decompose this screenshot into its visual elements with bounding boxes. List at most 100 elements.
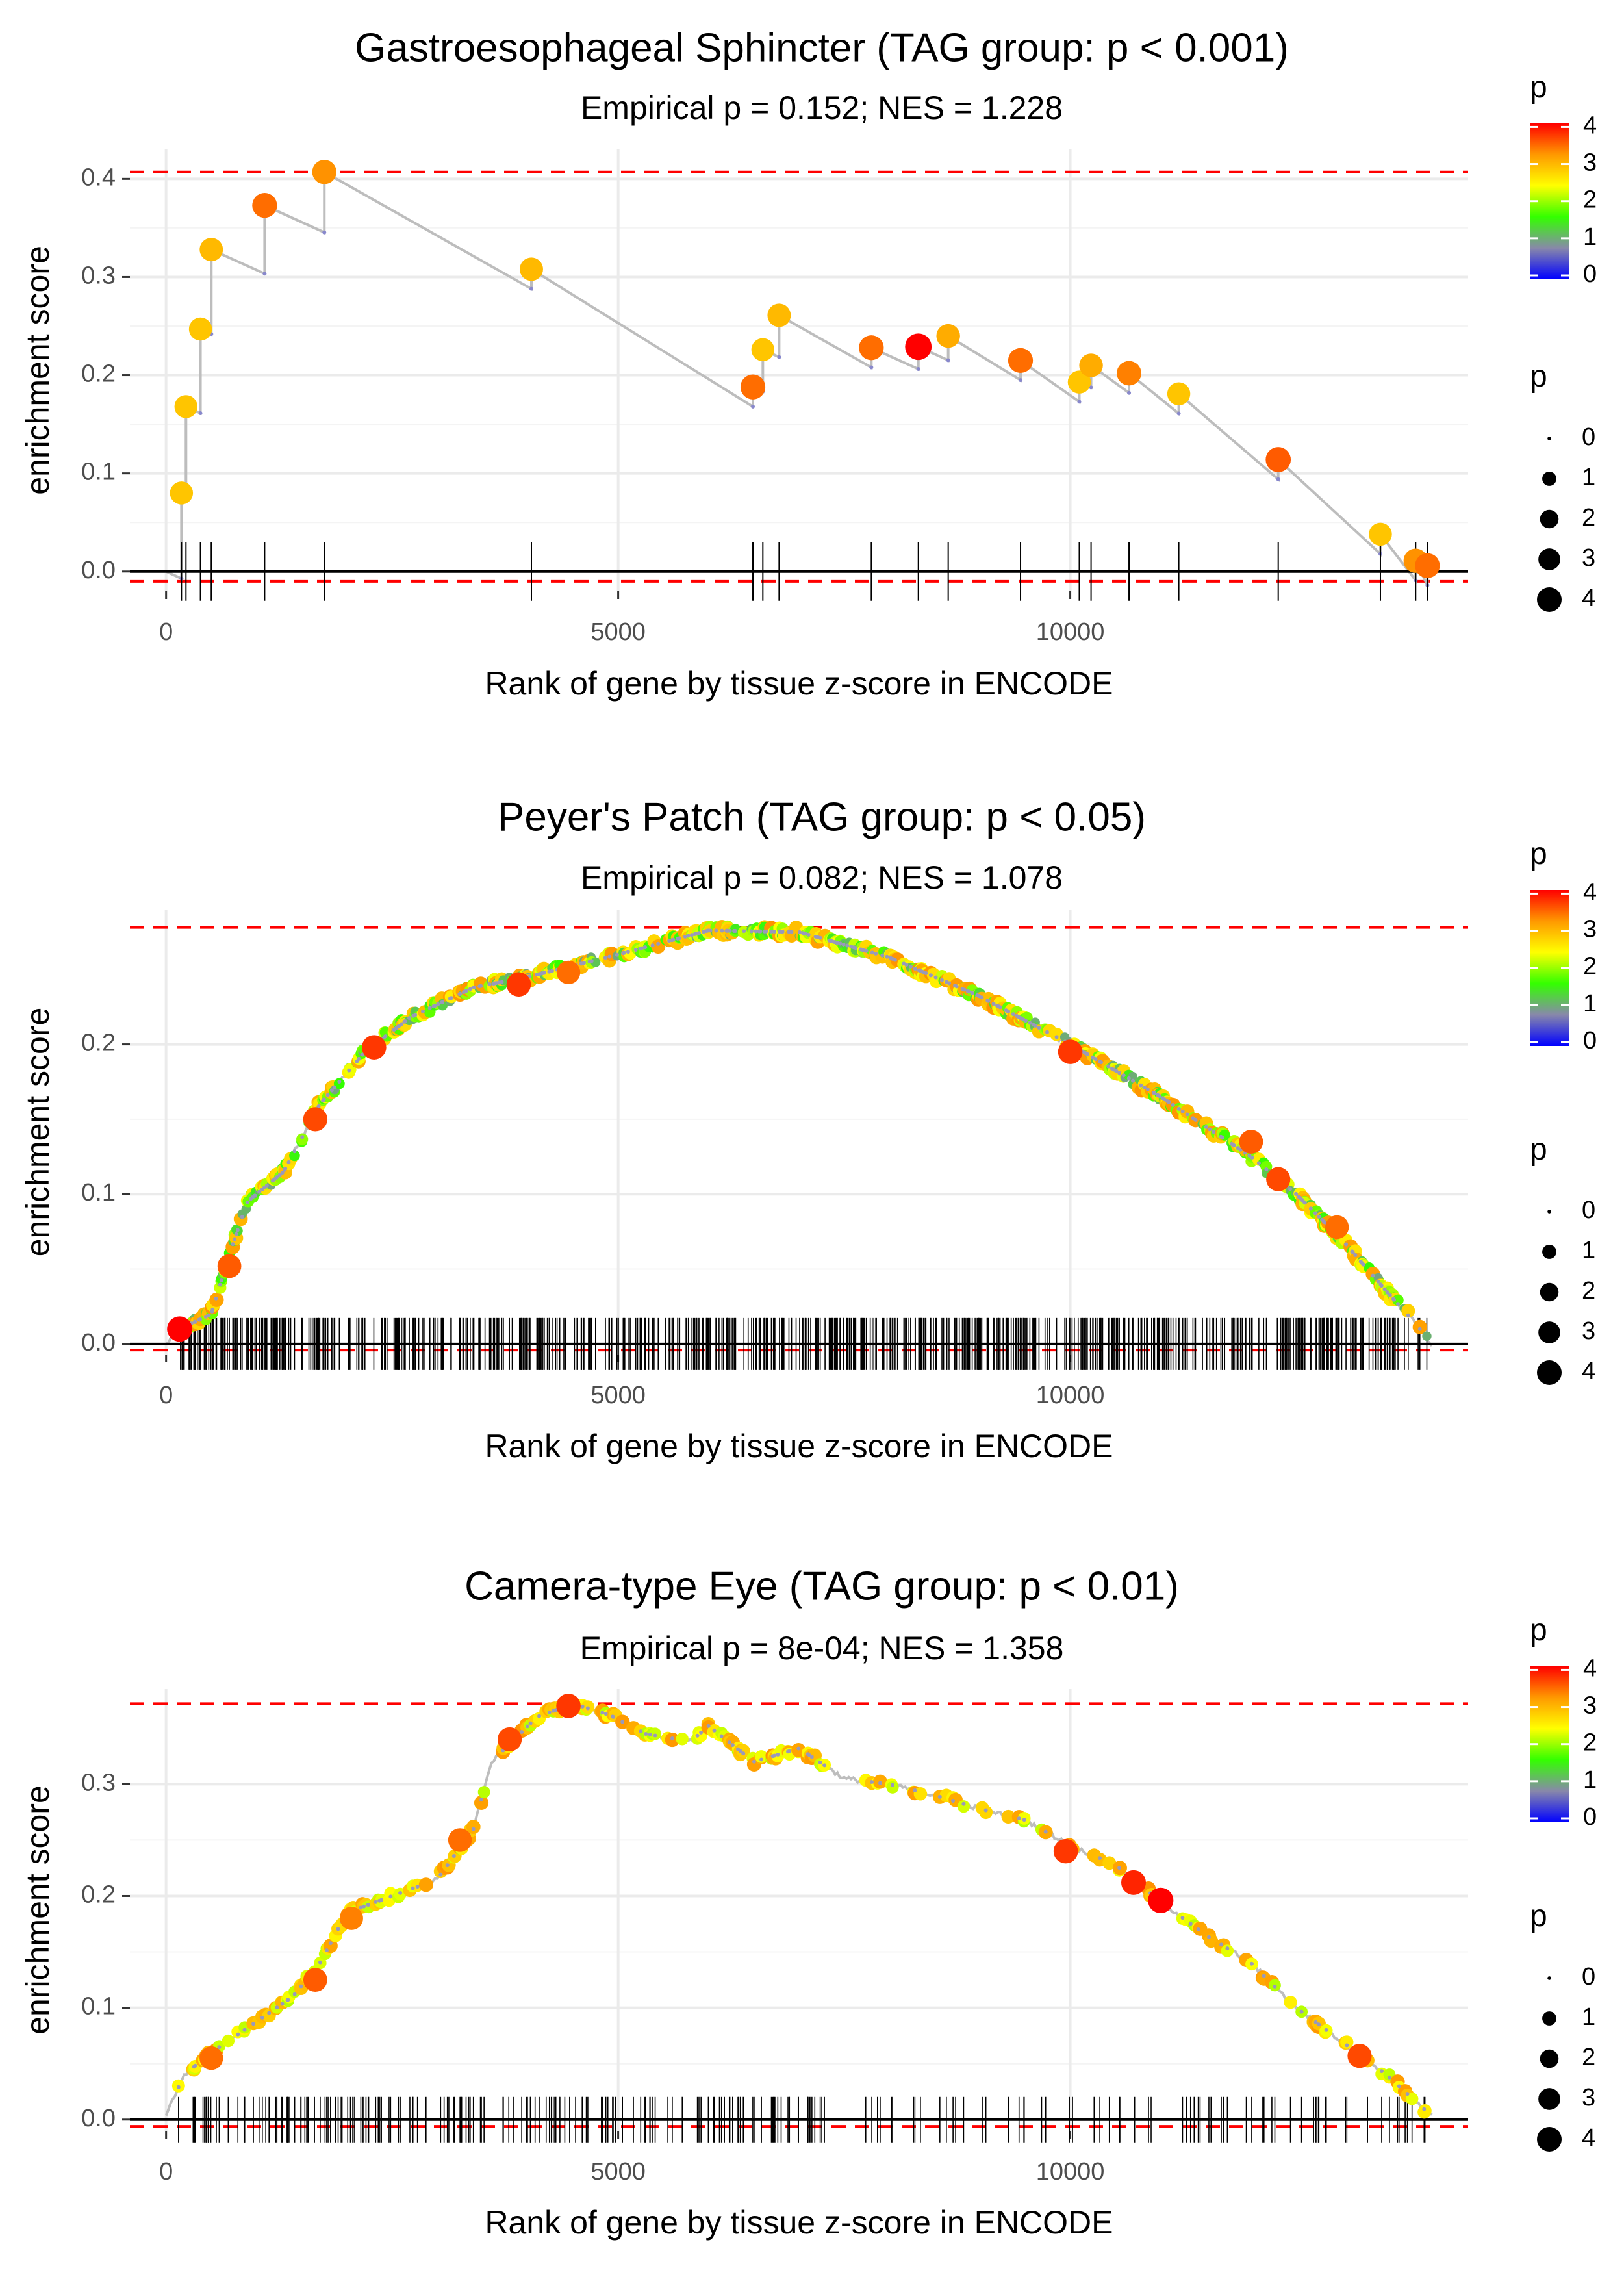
drop-point [622, 950, 626, 955]
drop-point [464, 989, 468, 993]
drop-point [219, 1278, 223, 1283]
drop-point [904, 963, 909, 967]
drop-point [719, 1734, 724, 1738]
drop-point [427, 1006, 432, 1010]
drop-point [683, 934, 687, 939]
color-legend-label: 4 [1583, 878, 1597, 906]
drop-point [468, 987, 472, 991]
drop-point [727, 1740, 731, 1745]
drop-point [1313, 2020, 1318, 2024]
hit-point [859, 335, 884, 361]
size-legend-key [1540, 1282, 1559, 1302]
hit-point [1369, 522, 1392, 546]
drop-point [1142, 1085, 1147, 1089]
drop-point [479, 984, 483, 988]
drop-point [329, 1088, 334, 1093]
y-axis-label: enrichment score [19, 1785, 56, 2035]
drop-point [1405, 2092, 1410, 2096]
drop-point [529, 286, 533, 291]
drop-point [236, 2032, 240, 2037]
drop-point [818, 1761, 822, 1765]
size-legend-label: 3 [1582, 1317, 1595, 1345]
drop-point [411, 1886, 415, 1890]
hit-point [751, 338, 775, 361]
hit-point [199, 238, 223, 262]
drop-point [1212, 1130, 1216, 1134]
chart-subtitle: Empirical p = 0.152; NES = 1.228 [581, 90, 1063, 126]
hit-point-large [556, 960, 581, 985]
hit-point-large [340, 1906, 363, 1930]
size-legend-label: 2 [1582, 1277, 1595, 1304]
drop-point [983, 1808, 988, 1813]
color-legend: p 0 1 2 3 4 [1530, 1613, 1597, 1831]
drop-point [1121, 1073, 1126, 1078]
y-axis-label: enrichment score [19, 246, 56, 495]
hit-point-large [448, 1828, 472, 1852]
drop-point [193, 1319, 197, 1324]
y-tick-label: 0.1 [81, 1179, 116, 1206]
hit-point [466, 1820, 481, 1835]
x-tick-label: 0 [159, 1382, 173, 1409]
drop-point [231, 1242, 235, 1247]
drop-point [838, 941, 843, 946]
hit-point-large [303, 1968, 327, 1992]
drop-point [1045, 1030, 1049, 1034]
drop-point [986, 999, 991, 1003]
drop-point [751, 404, 755, 409]
drop-point [253, 1193, 257, 1198]
drop-point [1387, 2075, 1391, 2080]
drop-point [940, 978, 945, 982]
drop-point [913, 966, 918, 971]
drop-point [1188, 1922, 1193, 1926]
drop-point [853, 946, 857, 950]
chart-title: Gastroesophageal Sphincter (TAG group: p… [355, 25, 1289, 70]
drop-point [1324, 2028, 1328, 2032]
drop-point [951, 1798, 956, 1803]
drop-point [809, 1755, 814, 1759]
drop-point [275, 1175, 279, 1179]
drop-point [1098, 1856, 1102, 1861]
drop-point [1351, 1250, 1355, 1254]
drop-point [1054, 1035, 1059, 1039]
drop-point [235, 1228, 240, 1232]
hit-point [979, 1805, 993, 1820]
drop-point [1397, 2084, 1401, 2089]
color-legend: p 0 1 2 3 4 [1530, 837, 1597, 1054]
size-legend-key [1538, 1321, 1560, 1343]
drop-point [615, 952, 619, 957]
hit-point [222, 2034, 235, 2048]
size-legend-key [1537, 587, 1562, 612]
drop-point [1152, 1091, 1157, 1095]
drop-point [780, 930, 785, 934]
hit-point-large [1239, 1130, 1263, 1154]
drop-point [1126, 1076, 1131, 1080]
drop-point [818, 935, 822, 940]
drop-point [1185, 1112, 1189, 1117]
panel-1: Gastroesophageal Sphincter (TAG group: p… [19, 25, 1597, 702]
drop-point [362, 1904, 366, 1909]
size-legend-label: 3 [1582, 544, 1595, 572]
size-legend-label: 0 [1582, 1197, 1595, 1224]
drop-point [603, 956, 608, 960]
size-legend-label: 4 [1582, 1358, 1595, 1385]
drop-point [388, 1894, 393, 1899]
x-tick-label: 5000 [590, 618, 646, 646]
drop-point [325, 1093, 330, 1097]
drop-point [712, 1728, 717, 1733]
drop-point [759, 1757, 764, 1762]
drop-point [203, 1314, 208, 1319]
size-legend-key [1547, 437, 1551, 440]
drop-point [913, 1788, 917, 1793]
hit-point [1117, 361, 1141, 386]
hit-point [905, 333, 932, 361]
drop-point [653, 1733, 657, 1738]
drop-point [242, 2028, 247, 2032]
drop-point [449, 996, 453, 1000]
drop-point [1077, 400, 1082, 404]
color-legend-label: 0 [1583, 1027, 1597, 1054]
drop-point [864, 948, 869, 953]
hit-point [1079, 353, 1103, 377]
drop-point [1033, 1024, 1037, 1028]
x-tick-label: 10000 [1036, 2158, 1105, 2185]
drop-point [742, 929, 746, 934]
